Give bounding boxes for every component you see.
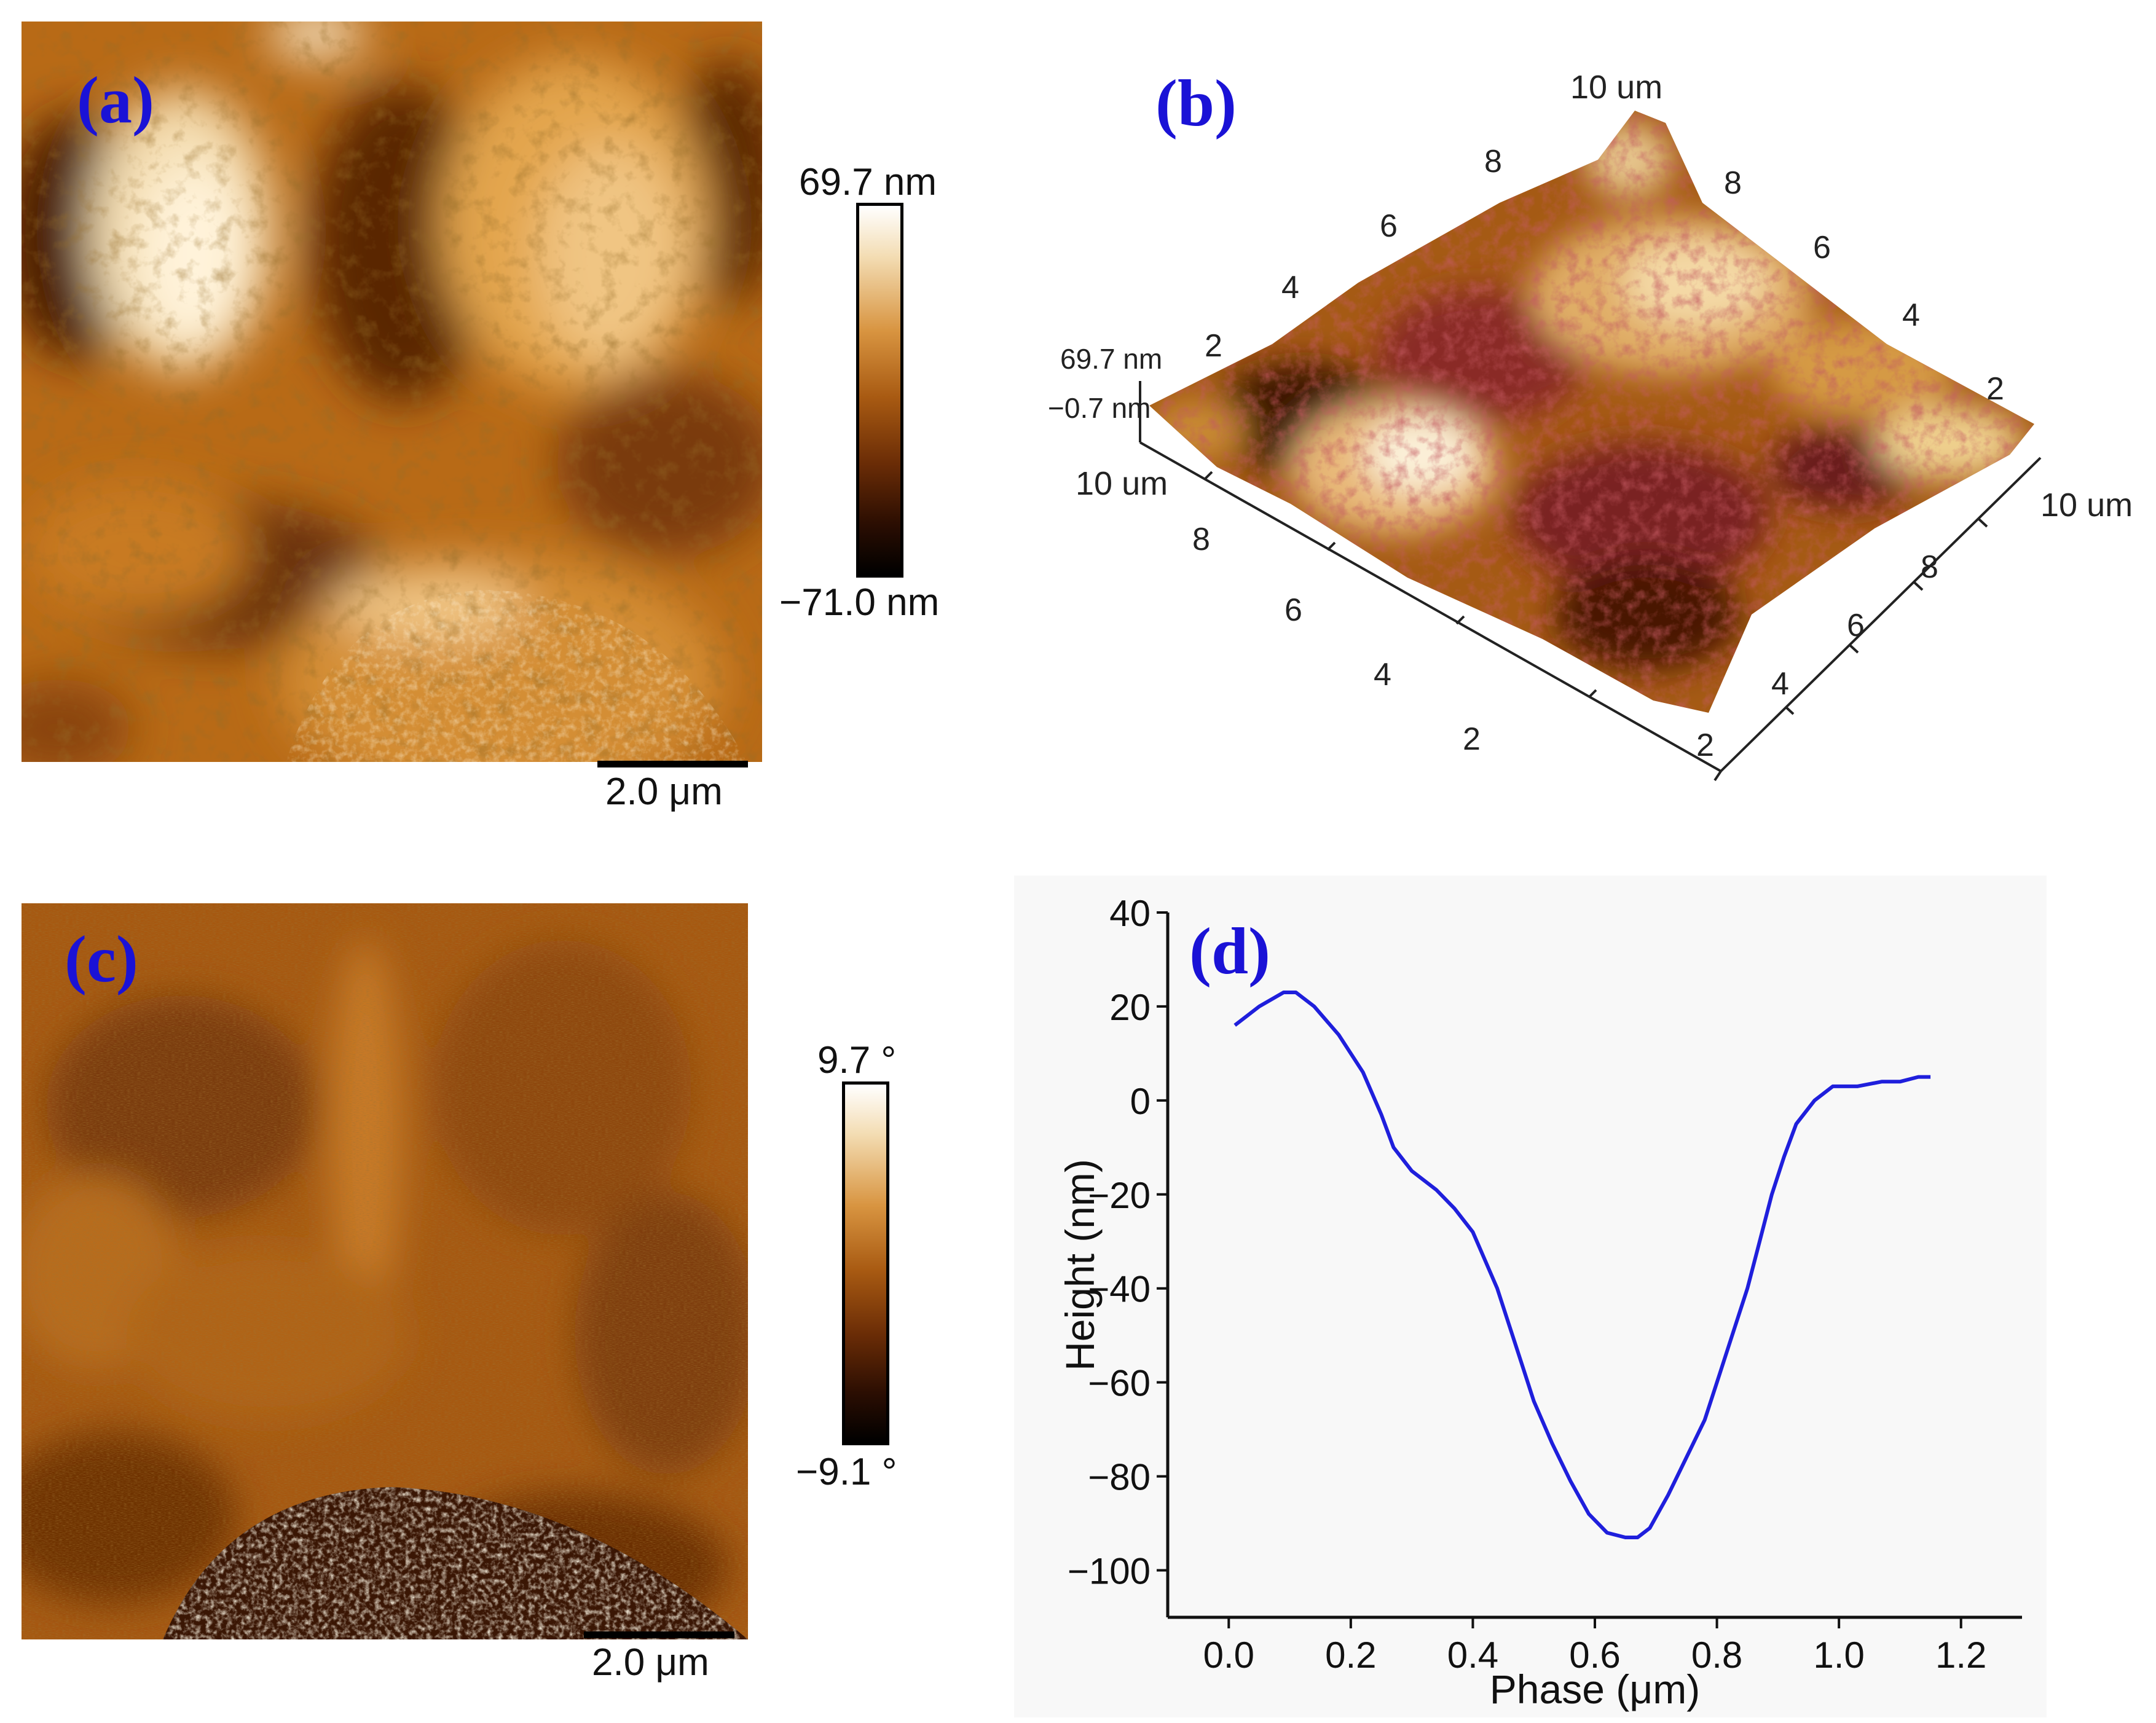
back-right-tick: 6 [1813,230,1831,265]
colorbar-c [842,1081,889,1445]
back-left-tick: 8 [1484,144,1502,179]
panel-c: (c) 9.7 ° −9.1 ° 2.0 μm [0,860,1045,1723]
back-right-tick: 2 [1986,371,2004,407]
line-chart: 40 20 0 −20 −40 −60 −80 −100 0.0 0.2 0.4 0.6 0.8 1.0 1… [1057,893,2022,1712]
y-axis-label: Height (nm) [1057,1159,1103,1371]
left-axis-end-label: 10 um [1076,465,1168,502]
afm-phase-image [22,903,748,1639]
back-left-tick: 2 [1205,328,1222,364]
panel-a-label: (a) [77,64,154,137]
back-right-tick: 4 [1902,297,1920,333]
x-tick-label: 0.0 [1203,1635,1254,1676]
y-tick-label: −100 [1068,1551,1151,1592]
y-tick-label: 40 [1109,893,1151,934]
y-tick-label: −40 [1088,1269,1151,1310]
chart-axes [1166,913,2022,1619]
colorbar-a-min-label: −71.0 nm [779,581,940,624]
scalebar-c-label: 2.0 μm [592,1641,709,1684]
panel-d-label: (d) [1189,915,1270,988]
panel-b: 69.7 nm −0.7 nm 10 um 10 um 10 um 2 4 6 … [1014,0,2156,830]
chart-background [1014,876,2047,1717]
x-tick-label: 0.6 [1569,1635,1620,1676]
y-tick-label: −20 [1088,1175,1151,1216]
x-tick-label: 0.4 [1447,1635,1498,1676]
x-tick-label: 1.2 [1935,1635,1986,1676]
x-axis-label: Phase (μm) [1490,1666,1700,1712]
back-left-tick: 6 [1380,208,1398,244]
panel-a: (a) 69.7 nm −71.0 nm 2.0 μm [0,0,1045,830]
front-left-tick: 8 [1192,522,1210,557]
afm-3d-surface: 69.7 nm −0.7 nm 10 um 10 um 10 um 2 4 6 … [1048,69,2133,782]
scalebar-c [584,1631,734,1638]
z-max-label: 69.7 nm [1060,343,1162,375]
back-left-tick: 4 [1281,270,1299,305]
front-right-tick: 2 [1696,728,1714,763]
scalebar-a [597,761,748,767]
colorbar-c-max-label: 9.7 ° [817,1039,897,1081]
z-min-label: −0.7 nm [1048,392,1151,424]
colorbar-a-max-label: 69.7 nm [799,161,937,203]
front-left-tick: 2 [1463,721,1481,757]
front-right-tick: 4 [1771,666,1789,702]
x-tick-label: 0.2 [1325,1635,1376,1676]
scalebar-a-label: 2.0 μm [605,771,723,813]
height-profile-line [1233,991,1931,1539]
front-right-tick: 6 [1847,608,1865,643]
chart-ticks: 40 20 0 −20 −40 −60 −80 −100 0.0 0.2 0.4 0.6 0.8 1.0 1… [1068,893,1987,1676]
y-tick-label: −80 [1088,1457,1151,1498]
y-tick-label: −60 [1088,1363,1151,1404]
x-tick-label: 1.0 [1813,1635,1864,1676]
back-axis-end-label: 10 um [1570,69,1662,106]
panel-b-label: (b) [1155,67,1237,140]
back-right-tick: 8 [1724,165,1742,201]
panel-c-label: (c) [65,923,138,996]
right-axis-end-label: 10 um [2040,487,2133,524]
afm-height-image [22,22,762,762]
colorbar-a [856,203,903,578]
colorbar-c-min-label: −9.1 ° [796,1451,897,1493]
front-left-tick: 4 [1374,657,1391,693]
front-left-tick: 6 [1285,592,1302,628]
y-tick-label: 20 [1109,987,1151,1028]
front-right-tick: 8 [1921,549,1938,585]
y-tick-label: 0 [1130,1081,1151,1122]
panel-d: 40 20 0 −20 −40 −60 −80 −100 0.0 0.2 0.4 0.6 0.8 1.0 1… [1014,860,2156,1723]
x-tick-label: 0.8 [1691,1635,1742,1676]
